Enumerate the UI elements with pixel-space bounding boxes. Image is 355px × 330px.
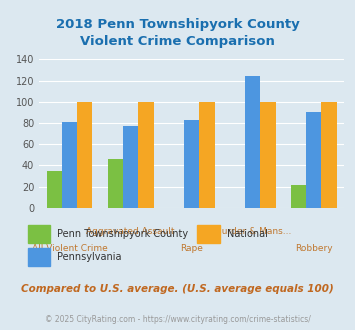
Bar [184,120,200,208]
Bar [138,102,153,208]
FancyBboxPatch shape [197,225,220,243]
Bar [261,102,275,208]
Bar [62,122,77,208]
FancyBboxPatch shape [28,248,50,266]
Bar [77,102,92,208]
Bar [200,102,214,208]
Bar [322,102,337,208]
Text: Rape: Rape [180,244,203,253]
Text: Robbery: Robbery [295,244,333,253]
Text: Penn Townshipyork County: Penn Townshipyork County [57,229,188,239]
Text: © 2025 CityRating.com - https://www.cityrating.com/crime-statistics/: © 2025 CityRating.com - https://www.city… [45,315,310,324]
Bar [108,159,123,208]
Text: Compared to U.S. average. (U.S. average equals 100): Compared to U.S. average. (U.S. average … [21,284,334,294]
Bar [291,184,306,208]
Bar [245,76,261,208]
Bar [306,113,322,208]
Text: Murder & Mans...: Murder & Mans... [214,227,291,236]
Bar [47,171,62,208]
Text: Aggravated Assault: Aggravated Assault [86,227,175,236]
Bar [123,126,138,208]
Text: Pennsylvania: Pennsylvania [57,252,121,262]
Text: All Violent Crime: All Violent Crime [32,244,108,253]
Text: 2018 Penn Townshipyork County
Violent Crime Comparison: 2018 Penn Townshipyork County Violent Cr… [56,18,299,48]
FancyBboxPatch shape [28,225,50,243]
Text: National: National [227,229,268,239]
